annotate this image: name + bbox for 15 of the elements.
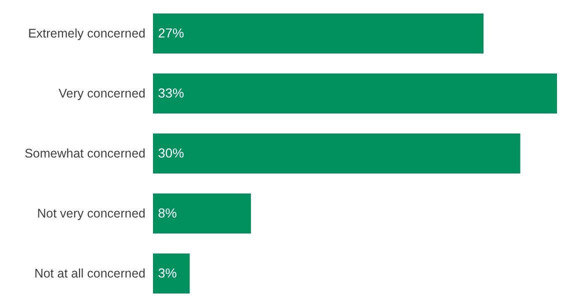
bar [153,253,190,294]
y-tick-label: Not at all concerned [34,266,146,280]
y-tick-label: Extremely concerned [28,26,146,41]
bar [153,193,251,234]
y-tick-label: Very concerned [58,86,146,101]
data-label: 27% [158,26,184,41]
bar [153,133,520,174]
y-tick-label: Somewhat concerned [24,146,146,160]
data-label: 30% [158,146,184,160]
data-label: 8% [158,205,178,220]
data-label: 33% [158,86,184,101]
y-tick-label: Not very concerned [37,206,146,220]
data-label: 3% [158,265,178,280]
bar [153,73,557,114]
bar [153,14,484,54]
